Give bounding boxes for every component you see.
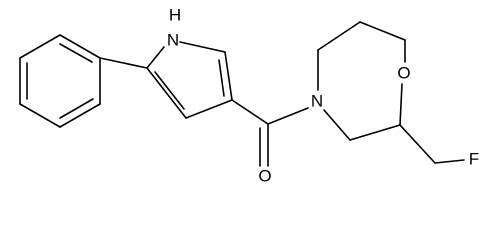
atom-label: F [469, 150, 479, 169]
molecule-diagram: H N N O O F [19, 6, 479, 186]
bonds [19, 21, 465, 167]
atom-label: H [169, 6, 181, 25]
atom-label: N [167, 31, 179, 50]
atom-label: O [397, 64, 410, 83]
atom-label: O [258, 167, 271, 186]
atom-labels: H N N O O F [167, 6, 479, 186]
atom-label: N [311, 92, 323, 111]
